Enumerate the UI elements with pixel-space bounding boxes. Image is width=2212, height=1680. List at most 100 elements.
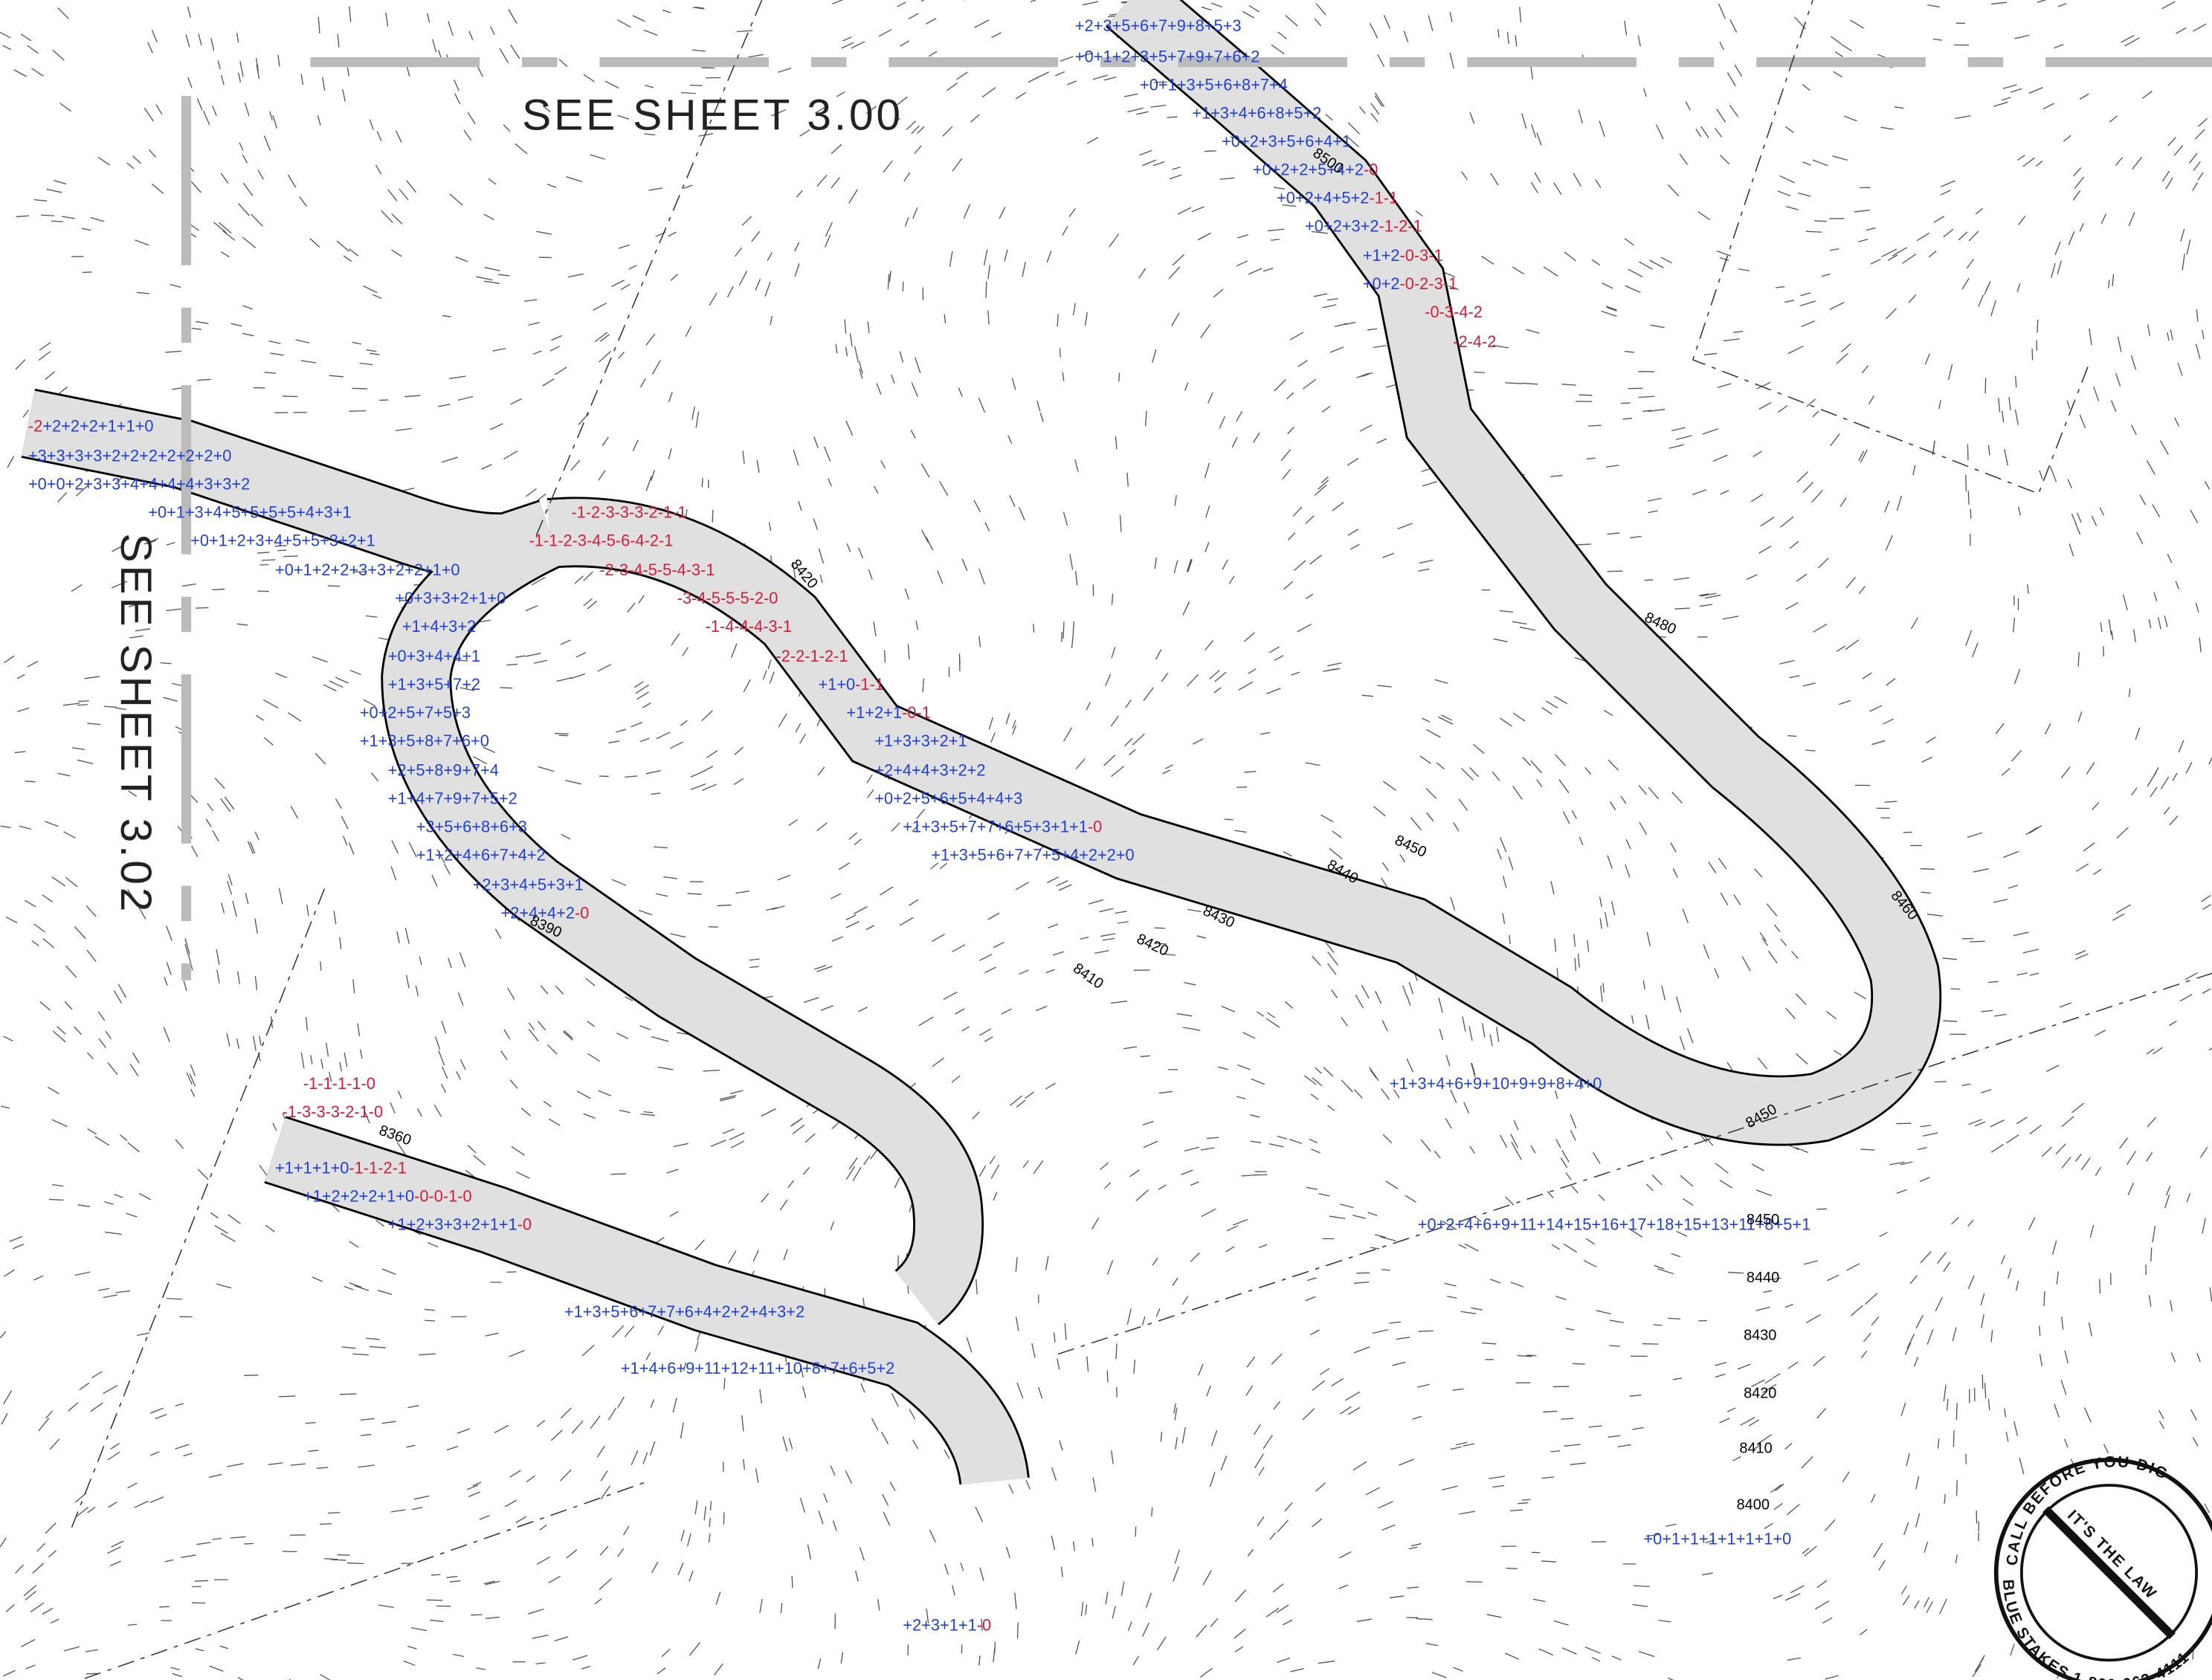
cut-fill-value: +1 [846,703,865,722]
cut-fill-value: +3 [102,475,120,494]
cut-fill-value: +2 [407,1215,425,1234]
cut-fill-value: +7 [1167,48,1186,66]
cut-fill-value: +3 [315,503,333,521]
road-surface [383,503,982,1324]
cut-fill-value: +1 [275,1159,294,1177]
cut-fill-value: +2 [501,903,520,922]
cut-fill-value: +2 [65,475,84,494]
cut-fill-value: +13 [1701,1215,1729,1234]
cut-fill-row: +0+3+4+4+1 [388,647,480,665]
cut-fill-value: +2 [1271,160,1290,178]
sheet-ref: SEE SHEET 3.00 [522,91,903,140]
cut-fill-value: +2 [338,531,357,549]
cut-fill-row: +2+3+1+1-0 [903,1615,991,1634]
cut-fill-value: -3 [297,1102,311,1121]
cut-fill-value: +3 [767,1302,786,1321]
cut-fill-value: +1 [98,417,117,436]
cut-fill-value: +2 [228,531,246,549]
cut-fill-value: -1 [916,703,930,722]
cut-fill-value: +11 [749,1359,775,1377]
cut-fill-value: -1 [658,503,672,521]
cut-fill-row: +1+3+4+6+9+10+9+9+8+4+0 [1390,1074,1602,1093]
cut-fill-value: +5 [259,503,277,521]
cut-fill-value: +1 [1363,246,1381,265]
cut-fill-value: +0 [1116,846,1135,865]
cut-fill-value: +3 [443,1215,462,1234]
cut-fill-value: +8 [1232,76,1251,94]
cut-fill-value: -1 [1408,216,1422,235]
cut-fill-value: +5 [528,875,546,894]
cut-fill-value: +0 [331,1159,349,1177]
cut-fill-value: +15 [1674,1215,1701,1234]
cut-fill-value: -1 [855,675,869,694]
contour-label: 8450 [1392,832,1428,861]
cut-fill-value: +0 [28,475,47,494]
cut-fill-value: +9 [1528,1074,1547,1093]
cut-fill-value: +5 [407,761,425,780]
cut-fill-value: +1 [621,1359,639,1377]
cut-fill-value: +0 [47,475,65,494]
cut-fill-value: -3 [763,617,777,636]
cut-fill-value: +6 [1248,104,1266,123]
contour-label: 8360 [377,1122,413,1149]
cut-fill-value: +8 [1266,104,1285,123]
cut-fill-value: -0 [428,1187,442,1206]
property-line [70,0,2212,1679]
cut-fill-row: +2+4+4+3+2+2 [874,761,985,780]
cut-fill-value: +7 [425,789,443,808]
cut-fill-value: +0 [1253,160,1271,178]
cut-fill-value: +11 [1510,1215,1536,1234]
cut-fill-value: -4 [1454,303,1468,321]
cut-fill-value: -1 [282,1102,296,1121]
cut-fill-value: -1 [804,647,819,665]
cut-fill-value: -0 [361,1074,375,1093]
cut-fill-value: -4 [630,531,644,549]
cut-fill-value: +3 [439,617,457,636]
stamp-inner [2019,1484,2199,1662]
cut-fill-value: +6 [453,818,471,836]
cut-fill-value: +2 [341,1187,359,1206]
cut-fill-value: -4 [720,617,734,636]
cut-fill-value: +1 [209,531,228,549]
cut-fill-value: -2 [749,589,764,607]
cut-fill-value: -1 [332,1074,346,1093]
cut-fill-value: -0 [1400,246,1414,265]
cut-fill-value: +6 [996,818,1014,836]
cut-fill-value: +2 [120,447,139,465]
cut-fill-value: -1 [1369,188,1383,207]
cut-fill-value: +3 [1259,132,1277,150]
cut-fill-value: +3 [47,447,65,465]
cut-fill-value: -2 [790,647,804,665]
cut-fill-value: -4 [749,617,763,636]
cut-fill-value: +1 [564,1302,583,1321]
cut-fill-value: +3 [546,875,565,894]
cut-fill-value: +1 [303,1187,322,1206]
cut-fill-value: +1 [117,417,135,436]
cut-fill-value: -4 [671,560,686,579]
cut-fill-value: -2 [643,503,657,521]
cut-fill-value: +5 [1149,48,1167,66]
cut-fill-value: +1 [1699,1530,1718,1548]
cut-fill-value: +2 [404,560,423,579]
cut-fill-value: -4 [1468,332,1482,351]
cut-fill-value: -1 [706,617,720,636]
cut-fill-value: +0 [388,647,407,665]
cut-fill-value: -3 [1439,303,1454,321]
cut-fill-value: +4 [1229,104,1248,123]
cut-fill-value: +2 [527,846,546,865]
cut-fill-row: -1-3-3-3-2-1-0 [282,1102,383,1121]
cut-fill-value: -1 [393,1159,407,1177]
cut-fill-value: +3 [84,447,103,465]
cut-fill-value: -1 [544,531,558,549]
cut-fill-value: +4 [509,875,528,894]
roads [21,0,1942,1486]
cut-fill-value: +5 [1112,16,1130,35]
cut-fill-value: +4 [893,761,912,780]
cut-fill-value: +1 [388,1215,407,1234]
cut-fill-value: -1 [700,560,715,579]
cut-fill-value: +10 [775,1359,802,1377]
cut-fill-value: +4 [425,647,443,665]
cut-fill-row: -1-1-2-3-4-5-6-4-2-1 [529,531,673,549]
cut-fill-value: +2 [1241,48,1260,66]
cut-fill-row: +3+5+6+8+6+3 [416,818,527,836]
